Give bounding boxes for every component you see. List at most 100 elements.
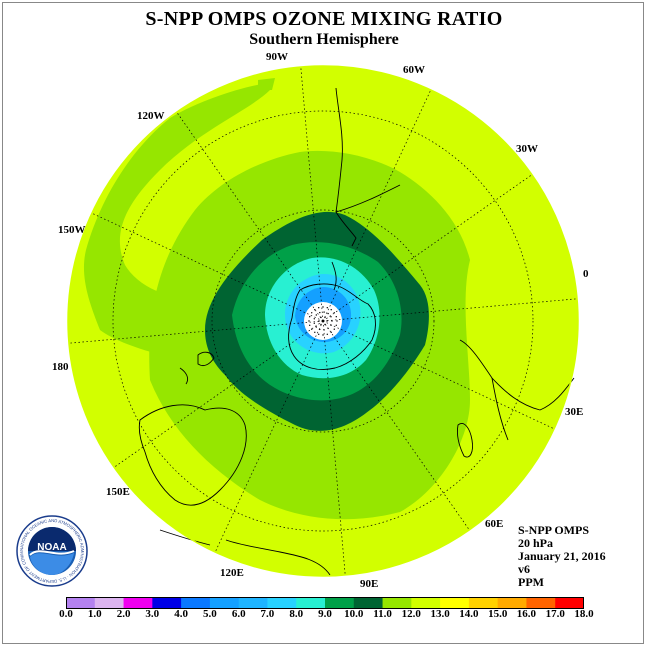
- meridian-line: [176, 111, 324, 322]
- pole-dot: [311, 312, 313, 314]
- colorbar-cell: [181, 597, 211, 609]
- colorbar-tick-label: 0.0: [59, 608, 73, 620]
- colorbar-tick-label: 9.0: [318, 608, 332, 620]
- antarctica-coast: [288, 283, 376, 370]
- colorbar-cell: [440, 597, 470, 609]
- pole-dot: [311, 328, 313, 330]
- pole-dot: [323, 329, 325, 331]
- pole-dot: [330, 316, 332, 318]
- antarctic-peninsula: [331, 261, 337, 291]
- colorbar-tick-label: 10.0: [344, 608, 364, 620]
- madagascar-coast: [457, 423, 473, 458]
- meridian-line: [322, 320, 470, 531]
- colorbar-cell: [526, 597, 556, 609]
- colorbar-cell: [66, 597, 96, 609]
- pole-dot: [309, 324, 311, 326]
- pole-dot: [313, 318, 315, 320]
- info-version: v6: [518, 562, 530, 576]
- lon-label-0: 0: [583, 268, 589, 280]
- info-date: January 21, 2016: [518, 549, 606, 563]
- lon-label-150e: 150E: [106, 486, 130, 498]
- lon-label-150w: 150W: [58, 224, 86, 236]
- colorbar-tick-label: 7.0: [260, 608, 275, 620]
- noaa-logo-text: NOAA: [37, 542, 66, 553]
- colorbar-cell: [296, 597, 326, 609]
- meridian-line: [214, 320, 324, 553]
- pole-dot: [319, 328, 321, 331]
- colorbar-tick-label: 16.0: [516, 608, 537, 620]
- pole-dot: [309, 316, 311, 318]
- meridian-line: [113, 320, 324, 468]
- info-units: PPM: [518, 575, 544, 589]
- pole-dot: [327, 327, 329, 330]
- meridian-line: [300, 66, 324, 322]
- colorbar-cell: [497, 597, 527, 609]
- pole-dot: [320, 323, 322, 326]
- meridian-line: [322, 320, 555, 430]
- colorbar-tick-label: 17.0: [545, 608, 565, 620]
- page-title: S-NPP OMPS OZONE MIXING RATIO: [145, 8, 503, 30]
- contour-11-12-north-patch: [258, 78, 275, 90]
- latitude-circle-30s: [112, 110, 534, 532]
- colorbar-tick-label: 12.0: [401, 608, 421, 620]
- lon-label-90w: 90W: [266, 51, 288, 63]
- coastlines: [138, 87, 575, 576]
- colorbar-labels: 0.0 1.0 2.0 3.0 4.0 5.0 6.0 7.0 8.0 9.0 10.0 11.0 12…: [0, 608, 648, 624]
- pole-dot: [330, 331, 332, 333]
- new-zealand-coast: [197, 351, 215, 367]
- pole-dot: [322, 306, 324, 308]
- longitude-labels: 90W 60W 30W 0 30E 60E 90E 120E 150E 180 …: [52, 51, 589, 590]
- colorbar-tick-label: 15.0: [488, 608, 508, 620]
- colorbar-tick-label: 6.0: [231, 608, 246, 620]
- colorbar-tick-label: 14.0: [459, 608, 479, 620]
- colorbar-cell: [411, 597, 441, 609]
- lon-label-120w: 120W: [137, 110, 165, 122]
- colorbar-cell: [209, 597, 240, 609]
- pole-dot: [320, 316, 322, 319]
- pole-dot: [315, 314, 317, 316]
- colorbar-tick-label: 3.0: [145, 608, 160, 620]
- colorbar-border: [66, 597, 584, 609]
- africa-coast: [459, 339, 575, 411]
- south-america-coast-east: [335, 184, 401, 213]
- meridian-line: [322, 298, 578, 322]
- pole-dot: [313, 322, 315, 324]
- meridian-line: [322, 89, 432, 322]
- pole-dot: [308, 320, 310, 322]
- colorbar-tick-label: 5.0: [203, 608, 217, 620]
- colorbar-tick-label: 13.0: [430, 608, 450, 620]
- meridian-line: [322, 174, 533, 322]
- colorbar-cell: [382, 597, 412, 609]
- info-block: S-NPP OMPS 20 hPa January 21, 2016 v6 PP…: [518, 524, 606, 589]
- pole-dot: [335, 324, 337, 326]
- lon-label-60e: 60E: [485, 518, 503, 530]
- meridian-lines: [68, 66, 578, 576]
- map-boundary: [67, 65, 579, 577]
- colorbar-tick-label: 1.0: [87, 608, 102, 620]
- page-subtitle: Southern Hemisphere: [249, 31, 399, 48]
- lon-label-90e: 90E: [360, 578, 378, 590]
- info-pressure-level: 20 hPa: [518, 536, 554, 550]
- pole-dot: [318, 333, 320, 335]
- pole-dot: [318, 307, 320, 309]
- pole-dot: [318, 320, 320, 322]
- pole-dot: [323, 311, 325, 313]
- pole-dot: [326, 333, 328, 335]
- pole-dot: [327, 312, 329, 315]
- colorbar-tick-label: 8.0: [289, 608, 304, 620]
- lon-label-180: 180: [52, 361, 69, 373]
- noaa-logo: NOAA NATIONAL OCEANIC AND ATMOSPHERIC AD…: [16, 515, 88, 587]
- pole-dots: [308, 306, 338, 336]
- pole-dot: [336, 320, 338, 322]
- colorbar-cell: [267, 597, 297, 609]
- graticule: [68, 66, 578, 576]
- new-zealand-coast-2: [179, 367, 189, 385]
- pole-dot: [315, 326, 317, 328]
- pole-dot: [326, 320, 328, 322]
- pole-dot: [333, 328, 335, 330]
- meridian-line: [68, 320, 324, 344]
- colorbar-tick-label: 18.0: [574, 608, 594, 620]
- colorbar-cell: [94, 597, 124, 609]
